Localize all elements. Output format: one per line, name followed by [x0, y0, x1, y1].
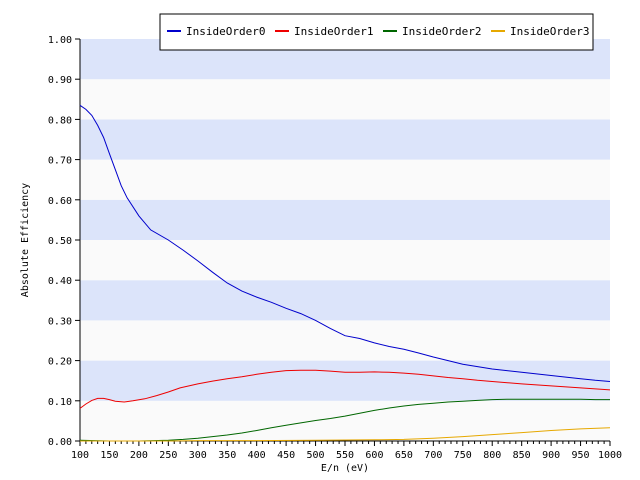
- grid-band: [80, 199, 610, 240]
- legend-label: InsideOrder2: [402, 25, 481, 38]
- x-tick-label: 750: [454, 450, 472, 461]
- y-tick-label: 0.20: [48, 357, 72, 368]
- x-tick-label: 450: [277, 450, 295, 461]
- grid-band: [80, 320, 610, 361]
- series-line-InsideOrder1: [79, 369, 611, 409]
- x-tick-label: 600: [365, 450, 383, 461]
- legend-label: InsideOrder3: [510, 25, 589, 38]
- y-tick-label: 0.00: [48, 437, 72, 448]
- grid-band: [80, 400, 610, 441]
- series-line-InsideOrder0: [79, 104, 611, 382]
- y-tick-label: 0.60: [48, 196, 72, 207]
- y-tick-label: 0.50: [48, 236, 72, 247]
- y-tick-label: 0.40: [48, 276, 72, 287]
- grid-band: [80, 79, 610, 120]
- x-tick-label: 550: [336, 450, 354, 461]
- x-tick-label: 100: [71, 450, 89, 461]
- x-tick-label: 950: [572, 450, 590, 461]
- grid-band: [80, 159, 610, 200]
- y-axis-label: Absolute Efficiency: [20, 183, 31, 297]
- x-tick-label: 900: [542, 450, 560, 461]
- x-tick-label: 300: [189, 450, 207, 461]
- x-tick-label: 250: [159, 450, 177, 461]
- x-tick-label: 200: [130, 450, 148, 461]
- series-line-InsideOrder2: [79, 398, 610, 442]
- legend-label: InsideOrder1: [294, 25, 373, 38]
- ticks: 0.00 0.10 0.20 0.30 0.40 0.50 0.60 0.70 0.80 0.90…: [48, 35, 622, 461]
- legend: InsideOrder0 InsideOrder1 InsideOrder2 Insi…: [159, 13, 594, 51]
- y-tick-label: 0.70: [48, 156, 72, 167]
- grid-band: [80, 119, 610, 160]
- x-tick-label: 400: [248, 450, 266, 461]
- legend-box: [159, 13, 594, 51]
- y-tick-label: 0.90: [48, 75, 72, 86]
- x-axis-label: E/n (eV): [321, 463, 369, 474]
- grid-band: [80, 360, 610, 401]
- x-tick-label: 850: [513, 450, 531, 461]
- x-tick-label: 650: [395, 450, 413, 461]
- x-tick-label: 350: [218, 450, 236, 461]
- y-tick-label: 0.30: [48, 316, 72, 327]
- x-tick-label: 700: [424, 450, 442, 461]
- y-tick-label: 0.80: [48, 115, 72, 126]
- y-tick-label: 1.00: [48, 35, 72, 46]
- x-tick-label: 500: [307, 450, 325, 461]
- series-layer: [79, 104, 611, 442]
- grid-band: [80, 280, 610, 321]
- series-line-InsideOrder3: [80, 427, 611, 442]
- x-tick-label: 800: [483, 450, 501, 461]
- grid-band: [80, 240, 610, 281]
- y-tick-label: 0.10: [48, 397, 72, 408]
- legend-label: InsideOrder0: [186, 25, 265, 38]
- grid-bands: [80, 39, 610, 441]
- x-tick-label: 150: [100, 450, 118, 461]
- x-tick-label: 1000: [598, 450, 622, 461]
